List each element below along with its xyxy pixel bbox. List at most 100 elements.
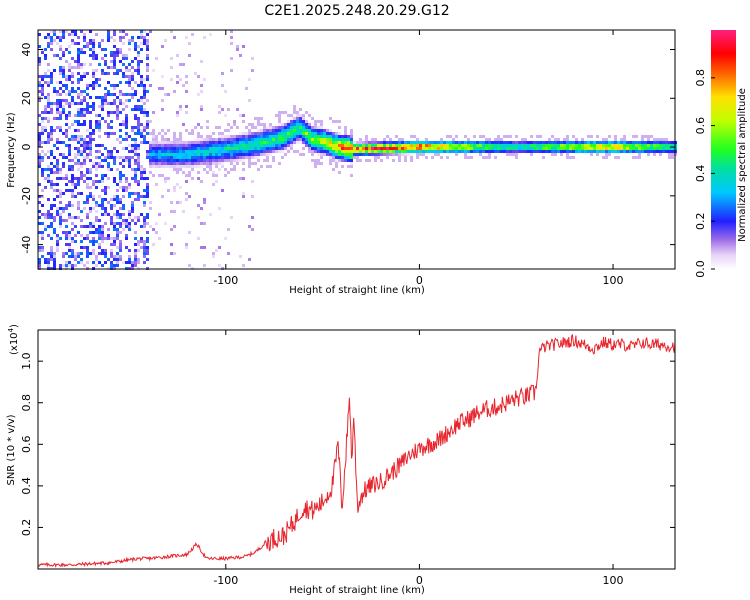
spectrogram-cell [50,207,53,210]
spectrogram-cell [641,141,644,144]
spectrogram-cell [251,180,254,183]
spectrogram-cell [542,156,545,159]
spectrogram-cell [65,231,68,234]
spectrogram-cell [137,243,140,246]
spectrogram-cell [86,198,89,201]
spectrogram-cell [605,141,608,144]
spectrogram-cell [182,171,185,174]
colorbar-ticks: 0.00.20.40.60.8 [694,69,715,278]
spectrogram-cell [182,150,185,153]
spectrogram-cell [50,153,53,156]
spectrogram-cell [305,120,308,123]
spectrogram-cell [182,153,185,156]
spectrogram-cell [356,159,359,162]
spectrogram-cell [113,228,116,231]
spectrogram-cell [95,156,98,159]
spectrogram-cell [62,165,65,168]
spectrogram-cell [152,165,155,168]
spectrogram-cell [74,183,77,186]
spectrogram-cell [647,141,650,144]
spectrogram-cell [164,93,167,96]
spectrogram-cell [131,192,134,195]
spectrogram-cell [242,264,245,267]
spectrogram-cell [158,141,161,144]
spectrogram-cell [71,39,74,42]
spectrogram-cell [77,36,80,39]
spectrogram-cell [209,153,212,156]
spectrogram-cell [41,222,44,225]
spectrogram-cell [281,147,284,150]
spectrogram-cell [242,138,245,141]
spectrogram-cell [365,141,368,144]
spectrogram-cell [335,135,338,138]
spectrogram-cell [122,120,125,123]
spectrogram-cell [629,144,632,147]
spectrogram-cell [404,144,407,147]
spectrogram-cell [296,126,299,129]
spectrogram-cell [431,144,434,147]
spectrogram-cell [140,195,143,198]
spectrogram-cell [470,147,473,150]
spectrogram-cell [200,126,203,129]
spectrogram-cell [464,153,467,156]
spectrogram-cell [506,150,509,153]
spectrogram-cell [89,84,92,87]
spectrogram-cell [551,147,554,150]
spectrogram-cell [584,141,587,144]
spectrogram-cell [104,249,107,252]
spectrogram-cell [38,45,41,48]
spectrogram-cell [221,162,224,165]
spectrogram-cell [134,261,137,264]
spectrogram-cell [251,69,254,72]
spectrogram-cell [239,147,242,150]
spectrogram-cell [71,57,74,60]
spectrogram-cell [131,210,134,213]
spectrogram-cell [287,126,290,129]
spectrogram-cell [227,252,230,255]
spectrogram-cell [248,225,251,228]
spectrogram-cell [326,138,329,141]
spectrogram-cell [479,141,482,144]
spectrogram-cell [131,150,134,153]
spectrogram-cell [485,156,488,159]
spectrogram-cell [170,201,173,204]
spectrogram-cell [269,150,272,153]
spectrogram-cell [104,60,107,63]
spectrogram-cell [140,96,143,99]
spectrogram-cell [116,216,119,219]
spectrogram-cell [53,30,56,33]
spectrogram-cell [191,153,194,156]
spectrogram-cell [374,156,377,159]
spectrogram-cell [239,54,242,57]
spectrogram-cell [116,246,119,249]
spectrogram-cell [146,183,149,186]
spectrogram-cell [38,183,41,186]
spectrogram-cell [440,141,443,144]
spectrogram-cell [134,258,137,261]
spectrogram-cell [89,132,92,135]
spectrogram-cell [68,213,71,216]
spectrogram-cell [251,132,254,135]
spectrogram-cell [119,48,122,51]
spectrogram-cell [311,150,314,153]
spectrogram-cell [128,99,131,102]
spectrogram-cell [68,237,71,240]
spectrogram-cell [38,246,41,249]
spectrogram-cell [83,75,86,78]
spectrogram-cell [122,123,125,126]
spectrogram-cell [323,129,326,132]
spectrogram-cell [173,189,176,192]
spectrogram-cell [269,153,272,156]
spectrogram-cell [131,168,134,171]
spectrogram-cell [671,147,674,150]
spectrogram-cell [329,138,332,141]
spectrogram-cell [284,141,287,144]
spectrogram-cell [44,96,47,99]
spectrogram-cell [122,222,125,225]
spectrogram-cell [50,258,53,261]
spectrogram-cell [86,249,89,252]
spectrogram-cell [287,144,290,147]
spectrogram-cell [122,195,125,198]
spectrogram-cell [143,216,146,219]
spectrogram-cell [86,255,89,258]
